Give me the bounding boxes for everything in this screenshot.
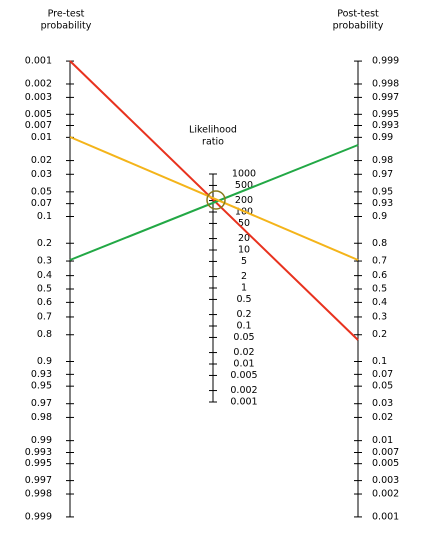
post-label: 0.9 <box>372 211 387 222</box>
post-label: 0.998 <box>372 78 399 89</box>
post-label: 0.02 <box>372 412 393 423</box>
pre-label: 0.4 <box>37 270 52 281</box>
pre-label: 0.998 <box>25 489 52 500</box>
pre-label: 0.2 <box>37 238 52 249</box>
lr-label: 0.05 <box>233 332 254 343</box>
post-label: 0.4 <box>372 297 387 308</box>
pre-label: 0.003 <box>25 92 52 103</box>
lr-label: 0.005 <box>230 370 257 381</box>
lr-label: 50 <box>238 218 250 229</box>
post-label: 0.07 <box>372 369 393 380</box>
lr-label: 5 <box>241 256 247 267</box>
pre-label: 0.8 <box>37 329 52 340</box>
pre-label: 0.03 <box>31 169 52 180</box>
green-line <box>69 144 359 261</box>
post-title: probability <box>333 21 384 32</box>
lr-label: 1 <box>241 283 247 294</box>
post-label: 0.7 <box>372 256 387 267</box>
lr-label: 0.1 <box>236 321 251 332</box>
post-label: 0.993 <box>372 120 399 131</box>
post-label: 0.003 <box>372 475 399 486</box>
pre-label: 0.07 <box>31 198 52 209</box>
pre-label: 0.001 <box>25 56 52 67</box>
lr-label: 1000 <box>232 169 256 180</box>
pre-title: Pre-test <box>48 9 85 20</box>
post-label: 0.5 <box>372 284 387 295</box>
post-label: 0.995 <box>372 109 399 120</box>
lr-title: Likelihood <box>189 125 237 136</box>
post-label: 0.3 <box>372 311 387 322</box>
post-label: 0.999 <box>372 56 399 67</box>
intersection <box>206 190 226 210</box>
pre-title: probability <box>41 21 92 32</box>
pre-label: 0.7 <box>37 311 52 322</box>
pre-label: 0.6 <box>37 297 52 308</box>
lr-label: 20 <box>238 233 250 244</box>
pre-label: 0.97 <box>31 398 52 409</box>
post-label: 0.6 <box>372 270 387 281</box>
post-title: Post-test <box>337 9 379 20</box>
pre-label: 0.05 <box>31 186 52 197</box>
pre-label: 0.93 <box>31 369 52 380</box>
post-label: 0.007 <box>372 447 399 458</box>
lr-label: 200 <box>235 195 253 206</box>
pre-label: 0.95 <box>31 381 52 392</box>
pre-label: 0.005 <box>25 109 52 120</box>
pre-label: 0.999 <box>25 511 52 522</box>
red-line <box>69 60 359 341</box>
pre-label: 0.5 <box>37 284 52 295</box>
post-label: 0.97 <box>372 169 393 180</box>
lr-label: 0.2 <box>236 309 251 320</box>
pre-label: 0.3 <box>37 256 52 267</box>
lr-label: 2 <box>241 271 247 282</box>
post-label: 0.98 <box>372 155 393 166</box>
pre-label: 0.1 <box>37 211 52 222</box>
post-label: 0.2 <box>372 329 387 340</box>
post-label: 0.95 <box>372 186 393 197</box>
lr-label: 0.002 <box>230 385 257 396</box>
pre-label: 0.007 <box>25 120 52 131</box>
pre-label: 0.02 <box>31 155 52 166</box>
post-label: 0.93 <box>372 198 393 209</box>
post-label: 0.001 <box>372 511 399 522</box>
pre-label: 0.01 <box>31 132 52 143</box>
yellow-line <box>69 136 359 261</box>
pre-label: 0.98 <box>31 412 52 423</box>
post-label: 0.99 <box>372 132 393 143</box>
pre-label: 0.993 <box>25 447 52 458</box>
lr-label: 0.5 <box>236 294 251 305</box>
lr-label: 0.01 <box>233 359 254 370</box>
post-label: 0.05 <box>372 381 393 392</box>
post-label: 0.8 <box>372 238 387 249</box>
lr-label: 0.001 <box>230 397 257 408</box>
post-label: 0.005 <box>372 458 399 469</box>
pre-label: 0.99 <box>31 435 52 446</box>
post-label: 0.03 <box>372 398 393 409</box>
post-label: 0.01 <box>372 435 393 446</box>
pre-label: 0.995 <box>25 458 52 469</box>
lr-label: 500 <box>235 180 253 191</box>
pre-label: 0.997 <box>25 475 52 486</box>
lr-label: 0.02 <box>233 347 254 358</box>
post-label: 0.002 <box>372 489 399 500</box>
pre-label: 0.002 <box>25 78 52 89</box>
lr-title: ratio <box>202 137 224 148</box>
pre-label: 0.9 <box>37 356 52 367</box>
lr-label: 10 <box>238 245 250 256</box>
post-label: 0.997 <box>372 92 399 103</box>
post-label: 0.1 <box>372 356 387 367</box>
